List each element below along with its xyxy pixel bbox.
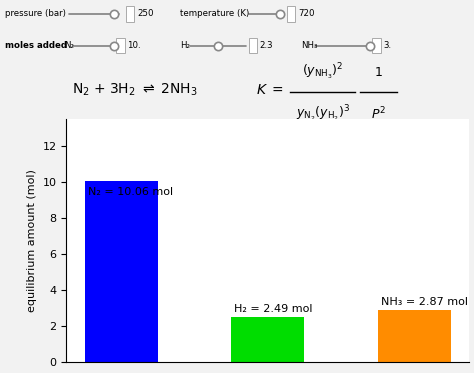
Text: NH₃ = 2.87 mol: NH₃ = 2.87 mol bbox=[381, 297, 468, 307]
Text: H₂: H₂ bbox=[180, 41, 190, 50]
Bar bbox=[372, 38, 381, 53]
Text: $P^2$: $P^2$ bbox=[371, 106, 386, 122]
Text: 2.3: 2.3 bbox=[260, 41, 273, 50]
Bar bbox=[126, 6, 134, 22]
Bar bbox=[378, 310, 451, 362]
Bar bbox=[85, 181, 158, 362]
Text: moles added: moles added bbox=[5, 41, 67, 50]
Text: $1$: $1$ bbox=[374, 66, 383, 79]
Bar bbox=[287, 6, 295, 22]
Text: N$_2$ + 3H$_2$ $\rightleftharpoons$ 2NH$_3$: N$_2$ + 3H$_2$ $\rightleftharpoons$ 2NH$… bbox=[72, 82, 198, 98]
Bar bbox=[231, 317, 304, 362]
Bar bbox=[116, 38, 125, 53]
Text: $y_{\rm N_2}(y_{\rm H_2})^3$: $y_{\rm N_2}(y_{\rm H_2})^3$ bbox=[296, 104, 350, 124]
Text: N₂ = 10.06 mol: N₂ = 10.06 mol bbox=[88, 187, 173, 197]
Bar bbox=[249, 38, 257, 53]
Text: NH₃: NH₃ bbox=[301, 41, 318, 50]
Text: $(y_{\rm NH_3})^2$: $(y_{\rm NH_3})^2$ bbox=[302, 62, 344, 82]
Text: temperature (K): temperature (K) bbox=[180, 9, 249, 18]
Text: $K\;=$: $K\;=$ bbox=[256, 83, 283, 97]
Text: 10.: 10. bbox=[127, 41, 141, 50]
Y-axis label: equilibrium amount (mol): equilibrium amount (mol) bbox=[27, 169, 37, 312]
Text: pressure (bar): pressure (bar) bbox=[5, 9, 65, 18]
Text: N₂: N₂ bbox=[64, 41, 74, 50]
Text: 250: 250 bbox=[137, 9, 154, 18]
Text: 720: 720 bbox=[299, 9, 315, 18]
Text: H₂ = 2.49 mol: H₂ = 2.49 mol bbox=[234, 304, 313, 314]
Text: 3.: 3. bbox=[383, 41, 391, 50]
